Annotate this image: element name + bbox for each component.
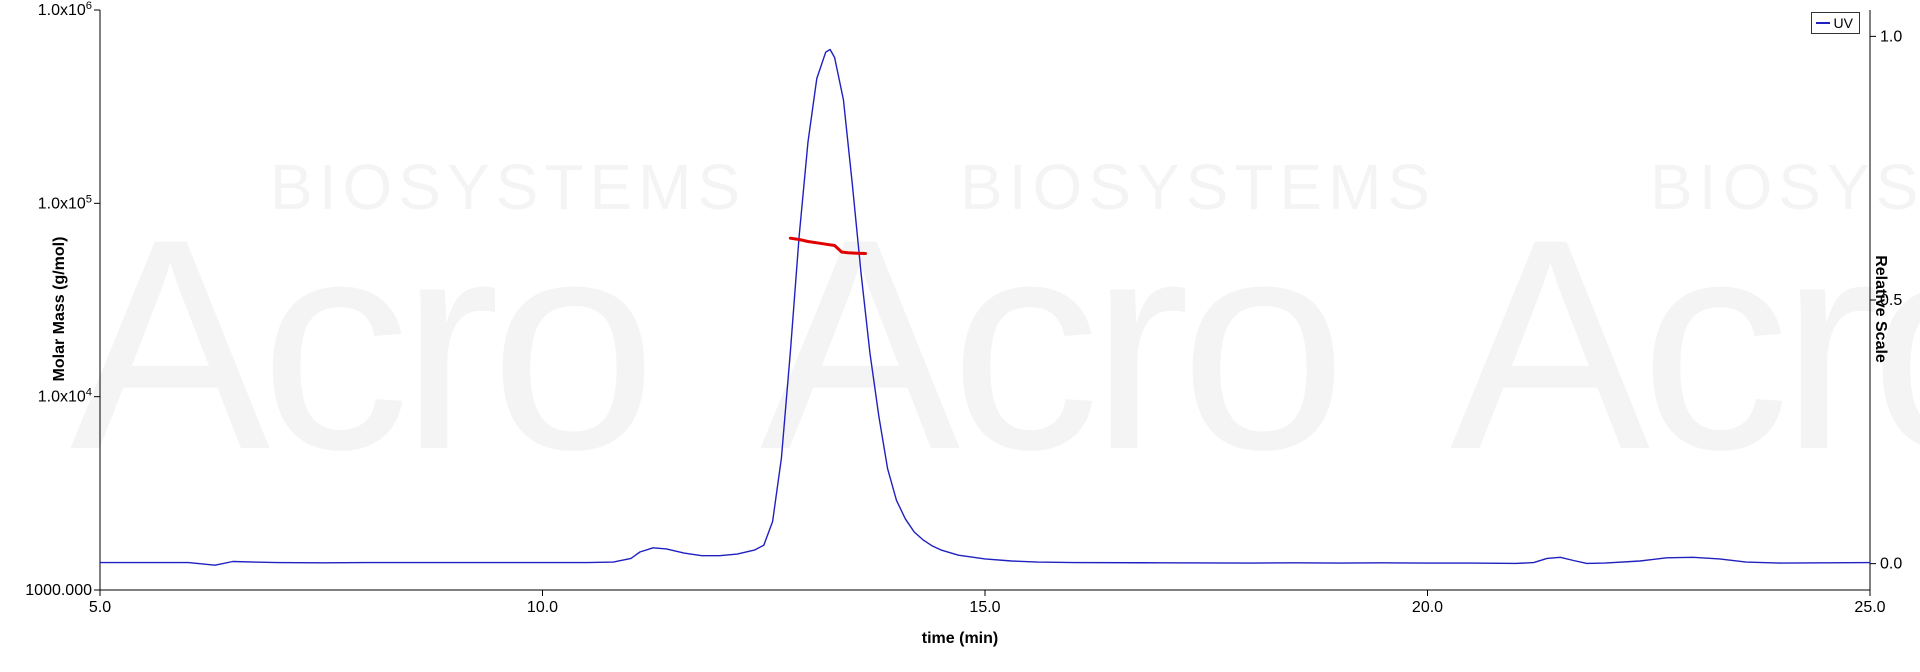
chart-container: { "chart": { "type": "line", "plot": { "… <box>0 0 1920 672</box>
legend-label-uv: UV <box>1834 15 1853 31</box>
y-left-axis-label: Molar Mass (g/mol) <box>51 209 69 409</box>
svg-text:20.0: 20.0 <box>1412 599 1443 616</box>
svg-text:5.0: 5.0 <box>89 599 111 616</box>
svg-text:15.0: 15.0 <box>969 599 1000 616</box>
legend: UV <box>1811 12 1860 34</box>
svg-text:10.0: 10.0 <box>527 599 558 616</box>
x-axis-label: time (min) <box>922 630 998 648</box>
svg-text:1000.000: 1000.000 <box>25 582 92 599</box>
svg-text:1.0: 1.0 <box>1880 28 1902 45</box>
y-right-axis-label: Relative Scale <box>1871 209 1889 409</box>
svg-text:0.0: 0.0 <box>1880 556 1902 573</box>
svg-text:25.0: 25.0 <box>1854 599 1885 616</box>
chart-svg: 5.010.015.020.025.01000.0001.0x1041.0x10… <box>0 0 1920 672</box>
svg-text:1.0x106: 1.0x106 <box>38 0 92 19</box>
legend-line-uv <box>1816 22 1830 24</box>
